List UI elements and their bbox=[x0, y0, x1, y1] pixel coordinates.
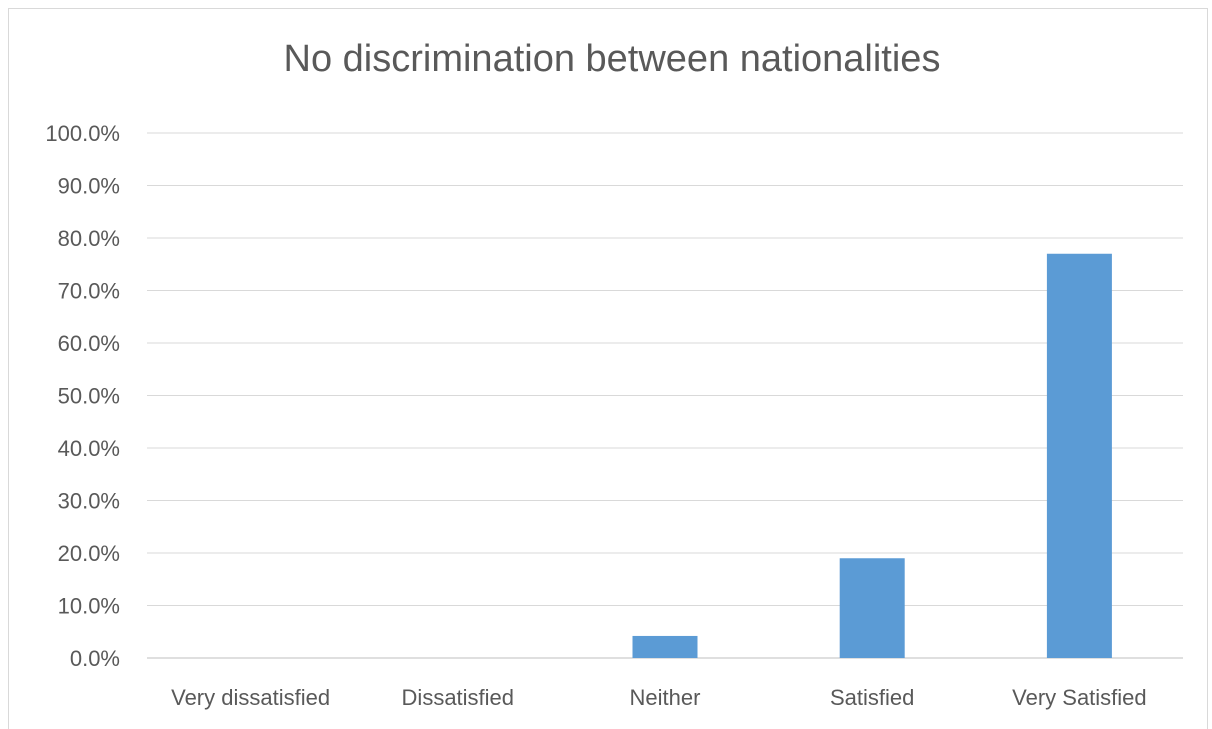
y-tick-label: 60.0% bbox=[58, 331, 120, 356]
y-tick-label: 0.0% bbox=[70, 646, 120, 671]
y-tick-label: 70.0% bbox=[58, 279, 120, 304]
bar bbox=[839, 558, 905, 658]
y-tick-label: 30.0% bbox=[58, 489, 120, 514]
x-axis-tick-labels: Very dissatisfied Dissatisfied Neither Sati… bbox=[171, 685, 1147, 710]
y-tick-label: 20.0% bbox=[58, 541, 120, 566]
gridlines bbox=[147, 132, 1183, 659]
bar bbox=[1046, 253, 1112, 658]
y-tick-label: 80.0% bbox=[58, 226, 120, 251]
chart-frame bbox=[8, 8, 1208, 729]
x-tick-label: Satisfied bbox=[830, 685, 914, 710]
bars bbox=[632, 253, 1112, 658]
y-tick-label: 40.0% bbox=[58, 436, 120, 461]
x-tick-label: Neither bbox=[630, 685, 701, 710]
chart-title: No discrimination between nationalities bbox=[283, 38, 941, 80]
y-tick-label: 50.0% bbox=[58, 384, 120, 409]
x-tick-label: Very dissatisfied bbox=[171, 685, 330, 710]
bar bbox=[632, 635, 698, 658]
y-tick-label: 100.0% bbox=[45, 121, 120, 146]
y-axis-tick-labels: 0.0% 10.0% 20.0% 30.0% 40.0% 50.0% 60.0% 70.0% 8… bbox=[45, 121, 120, 671]
x-tick-label: Dissatisfied bbox=[402, 685, 514, 710]
y-tick-label: 10.0% bbox=[58, 594, 120, 619]
y-tick-label: 90.0% bbox=[58, 174, 120, 199]
x-tick-label: Very Satisfied bbox=[1012, 685, 1147, 710]
